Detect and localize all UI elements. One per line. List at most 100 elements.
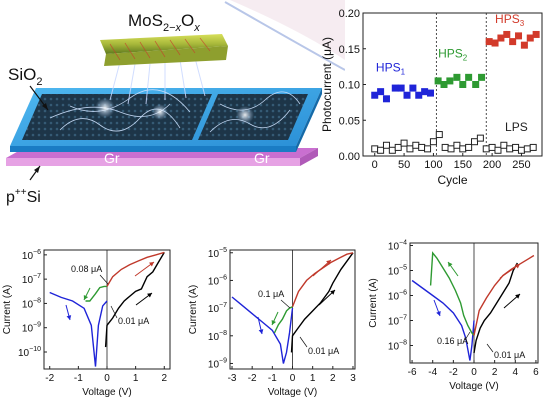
x-tick-label: 4 xyxy=(513,367,519,378)
data-point xyxy=(500,141,508,149)
annotation-label: 0.16 μA xyxy=(437,336,468,346)
annotation-leader xyxy=(486,343,494,353)
y-tick-label: 0.05 xyxy=(339,115,360,127)
y-tick-label: 10−4 xyxy=(388,240,407,253)
data-point xyxy=(426,89,434,97)
x-tick-label: 2 xyxy=(330,373,336,384)
annotation-leader xyxy=(299,336,308,348)
x-tick-label: -6 xyxy=(408,367,417,378)
y-axis-label: Photocurrent (μA) xyxy=(320,37,334,132)
arrow-head xyxy=(66,315,72,320)
x-tick-label: 3 xyxy=(350,373,356,384)
sio2-label: SiO2 xyxy=(8,65,42,88)
x-axis-label: Voltage (V) xyxy=(268,387,317,398)
y-tick-label: 0.00 xyxy=(339,151,360,163)
x-tick-label: 2 xyxy=(161,373,167,384)
data-point xyxy=(476,134,484,142)
annotation-leader xyxy=(464,331,471,341)
iv-curve xyxy=(290,252,354,353)
data-point xyxy=(382,141,390,149)
data-point xyxy=(415,91,423,99)
data-point xyxy=(465,73,473,81)
series-label-hps3: HPS3 xyxy=(495,12,525,28)
arrow-head xyxy=(149,262,154,267)
x-tick-label: 200 xyxy=(483,159,501,171)
iv-curve xyxy=(473,262,519,354)
data-point xyxy=(459,81,467,88)
y-axis-label: Current (A) xyxy=(2,285,13,334)
x-tick-label: -1 xyxy=(268,373,277,384)
data-point xyxy=(503,30,511,38)
data-point xyxy=(382,95,390,103)
iv-curve xyxy=(411,279,475,361)
y-tick-label: 10−7 xyxy=(388,315,407,328)
iv-curve xyxy=(231,296,294,364)
data-point xyxy=(532,30,540,38)
data-point xyxy=(424,145,432,153)
y-tick-label: 10−8 xyxy=(208,330,227,343)
data-point xyxy=(440,81,448,88)
data-point xyxy=(529,143,537,151)
x-tick-label: -2 xyxy=(45,373,54,384)
arrow-head xyxy=(147,293,152,298)
x-axis-label: Cycle xyxy=(437,173,467,187)
y-tick-label: 10−7 xyxy=(22,273,41,286)
annotation-leader xyxy=(110,305,118,319)
gr-label-right: Gr xyxy=(254,150,270,166)
arrow-head xyxy=(258,329,264,334)
annotation-leader xyxy=(280,299,291,309)
data-point xyxy=(447,145,455,153)
data-point xyxy=(409,84,417,92)
y-tick-label: 10−10 xyxy=(18,346,41,359)
y-tick-label: 10−5 xyxy=(388,265,407,278)
x-tick-label: 0 xyxy=(290,373,296,384)
annotation-label: 0.1 μA xyxy=(258,289,284,299)
x-tick-label: 0 xyxy=(372,159,378,171)
nanorod xyxy=(100,34,228,66)
arrow-head xyxy=(436,311,441,316)
x-tick-label: 1 xyxy=(133,373,139,384)
y-tick-label: 10−9 xyxy=(22,322,41,335)
iv-curve xyxy=(104,252,165,348)
x-tick-label: 0 xyxy=(471,367,477,378)
data-point xyxy=(478,73,486,81)
x-tick-label: -1 xyxy=(74,373,83,384)
x-tick-label: -2 xyxy=(449,367,458,378)
data-point xyxy=(394,143,402,151)
x-tick-label: 50 xyxy=(398,159,410,171)
series-label-lps: LPS xyxy=(505,120,528,134)
x-tick-label: 250 xyxy=(512,159,530,171)
data-point xyxy=(435,131,443,139)
data-point xyxy=(400,139,408,147)
data-point xyxy=(403,91,411,99)
photocurrent-cycle-chart: 0 50 100 150 200 250 0.00 0.05 0.10 0.15 0.20 Cycle… xyxy=(320,8,543,187)
annotation-label: 0.01 μA xyxy=(118,316,149,326)
data-point xyxy=(434,77,442,85)
arrow-head xyxy=(326,260,331,265)
arrow-head xyxy=(515,264,520,269)
x-tick-label: 1 xyxy=(310,373,316,384)
arrow-head xyxy=(271,320,277,325)
data-point xyxy=(472,81,480,88)
annotation-leader xyxy=(99,274,109,285)
annotation-label: 0.01 μA xyxy=(308,346,339,356)
x-tick-label: 0 xyxy=(104,373,110,384)
annotation-label: 0.01 μA xyxy=(494,350,525,360)
light-beam-line xyxy=(224,1,345,71)
x-tick-label: 6 xyxy=(533,367,539,378)
gr-label-left: Gr xyxy=(104,150,120,166)
y-tick-label: 10−6 xyxy=(388,290,407,303)
y-axis-label: Current (A) xyxy=(368,278,379,327)
series-label-hps2: HPS2 xyxy=(438,46,468,62)
iv-curve xyxy=(429,251,475,336)
arrow-head xyxy=(83,295,89,300)
x-tick-label: 2 xyxy=(492,367,498,378)
x-axis-label: Voltage (V) xyxy=(449,381,498,392)
x-tick-label: -4 xyxy=(428,367,437,378)
data-point xyxy=(526,34,534,42)
series-label-hps1: HPS1 xyxy=(376,61,406,77)
y-tick-label: 10−6 xyxy=(208,274,227,287)
data-point xyxy=(453,73,461,81)
data-point xyxy=(377,146,385,154)
data-point xyxy=(509,38,517,46)
